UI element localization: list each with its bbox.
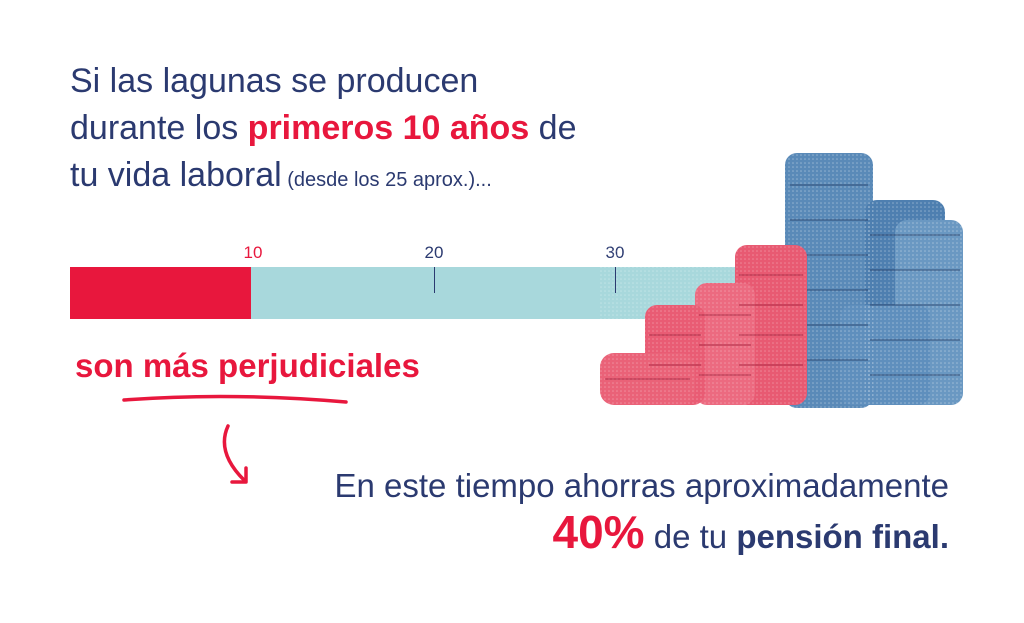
heading-line-3-main: tu vida laboral (70, 156, 282, 194)
axis-label-10: 10 (243, 243, 263, 262)
result-line-2: 40% de tu pensión final. (553, 505, 950, 559)
timeline-highlight-segment (70, 267, 251, 319)
blue-coin-stacks (785, 153, 963, 408)
heading-highlight: primeros 10 años (247, 109, 530, 147)
pension-final-text: pensión final. (736, 518, 949, 555)
coin-stacks-image (600, 153, 963, 408)
heading-note: (desde los 25 aprox.)... (281, 169, 492, 191)
result-mid: de tu (644, 518, 737, 555)
heading-line-3: tu vida laboral (desde los 25 aprox.)... (70, 152, 670, 204)
heading-line-2-pre: durante los (70, 109, 248, 147)
tick-20 (434, 267, 435, 293)
heading-text: Si las lagunas se producen durante los p… (70, 58, 670, 204)
heading-line-2: durante los primeros 10 años de (70, 105, 670, 152)
axis-label-20: 20 (424, 243, 444, 262)
result-line-1: En este tiempo ahorras aproximadamente (334, 467, 950, 504)
curved-arrow-icon (222, 424, 248, 484)
conclusion-text: son más perjudiciales (75, 347, 420, 384)
heading-line-1: Si las lagunas se producen (70, 62, 479, 100)
conclusion-underline (122, 394, 348, 404)
percent-value: 40% (552, 506, 645, 558)
heading-line-2-post: de (529, 109, 577, 147)
red-coin-stacks (600, 245, 807, 405)
